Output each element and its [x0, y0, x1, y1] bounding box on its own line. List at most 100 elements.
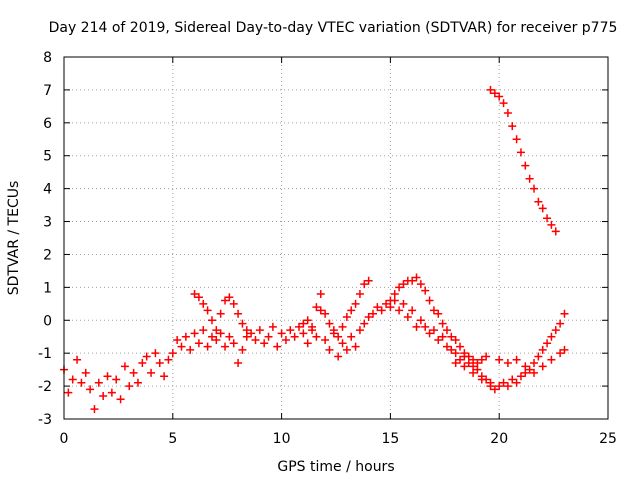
data-point	[103, 372, 112, 381]
data-point	[416, 316, 425, 325]
data-point	[490, 89, 499, 98]
series-arc-upper-15h	[386, 273, 491, 368]
y-tick-label: -3	[38, 412, 52, 428]
data-point	[456, 355, 465, 364]
x-axis-label: GPS time / hours	[277, 459, 394, 475]
data-point	[560, 309, 569, 318]
data-point	[290, 332, 299, 341]
data-point	[355, 326, 364, 335]
data-point	[107, 388, 116, 397]
data-point	[438, 332, 447, 341]
data-point	[551, 326, 560, 335]
data-point	[364, 276, 373, 285]
y-tick-label: 5	[43, 149, 52, 165]
data-point	[216, 329, 225, 338]
data-point	[382, 299, 391, 308]
data-point	[495, 92, 504, 101]
data-point	[234, 309, 243, 318]
data-point	[342, 312, 351, 321]
data-point	[325, 345, 334, 354]
data-point	[99, 391, 108, 400]
data-point	[177, 342, 186, 351]
data-point	[203, 306, 212, 315]
plot-frame	[63, 56, 609, 420]
data-point	[495, 382, 504, 391]
data-point	[464, 352, 473, 361]
data-point	[181, 332, 190, 341]
data-point	[377, 306, 386, 315]
data-point	[547, 332, 556, 341]
data-point	[129, 368, 138, 377]
data-point	[64, 388, 73, 397]
data-point	[312, 303, 321, 312]
data-point	[508, 122, 517, 131]
data-point	[556, 349, 565, 358]
data-point	[408, 276, 417, 285]
y-tick-label: 8	[43, 50, 52, 66]
data-point	[295, 322, 304, 331]
x-tick-label: 20	[490, 431, 508, 447]
axis-ticks: 0 5 10 15 20 25 -3 -2 -1 0 1 2 3 4 5 6 7 8	[38, 50, 617, 447]
x-tick-label: 10	[273, 431, 291, 447]
data-point	[560, 345, 569, 354]
data-point	[368, 309, 377, 318]
data-point	[421, 322, 430, 331]
data-point	[81, 368, 90, 377]
data-point	[482, 352, 491, 361]
data-point	[399, 299, 408, 308]
data-point	[512, 378, 521, 387]
data-point	[425, 296, 434, 305]
data-point	[216, 309, 225, 318]
data-point	[516, 372, 525, 381]
data-point	[460, 349, 469, 358]
y-tick-label: -1	[38, 346, 52, 362]
data-point	[251, 336, 260, 345]
data-point	[112, 375, 121, 384]
data-point	[90, 405, 99, 414]
data-point	[229, 339, 238, 348]
data-point	[512, 355, 521, 364]
data-point	[412, 273, 421, 282]
data-point	[543, 214, 552, 223]
data-point	[225, 293, 234, 302]
data-point	[543, 339, 552, 348]
data-point	[434, 309, 443, 318]
data-point	[503, 382, 512, 391]
data-point	[477, 355, 486, 364]
data-point	[73, 355, 82, 364]
data-point	[238, 319, 247, 328]
data-point	[438, 319, 447, 328]
data-point	[321, 309, 330, 318]
data-point	[229, 299, 238, 308]
x-tick-label: 0	[60, 431, 69, 447]
x-tick-label: 5	[168, 431, 177, 447]
data-point	[442, 326, 451, 335]
data-point	[321, 336, 330, 345]
data-point	[516, 148, 525, 157]
data-point	[351, 299, 360, 308]
data-point	[303, 316, 312, 325]
y-axis-label: SDTVAR / TECUs	[6, 181, 22, 296]
data-point	[347, 332, 356, 341]
data-points	[60, 85, 569, 414]
data-point	[525, 174, 534, 183]
data-point	[212, 326, 221, 335]
y-tick-label: -2	[38, 379, 52, 395]
series-arc-separate-high	[486, 85, 560, 236]
y-tick-label: 7	[43, 83, 52, 99]
series-arc-main-low	[60, 296, 569, 414]
data-point	[508, 375, 517, 384]
data-point	[395, 306, 404, 315]
data-point	[486, 85, 495, 94]
data-point	[207, 332, 216, 341]
data-point	[168, 349, 177, 358]
data-point	[503, 108, 512, 117]
data-point	[299, 329, 308, 338]
data-point	[329, 326, 338, 335]
y-tick-label: 1	[43, 280, 52, 296]
data-point	[68, 375, 77, 384]
data-point	[207, 316, 216, 325]
data-point	[299, 319, 308, 328]
series-arc-upper-6h	[190, 289, 251, 335]
y-tick-label: 2	[43, 247, 52, 263]
